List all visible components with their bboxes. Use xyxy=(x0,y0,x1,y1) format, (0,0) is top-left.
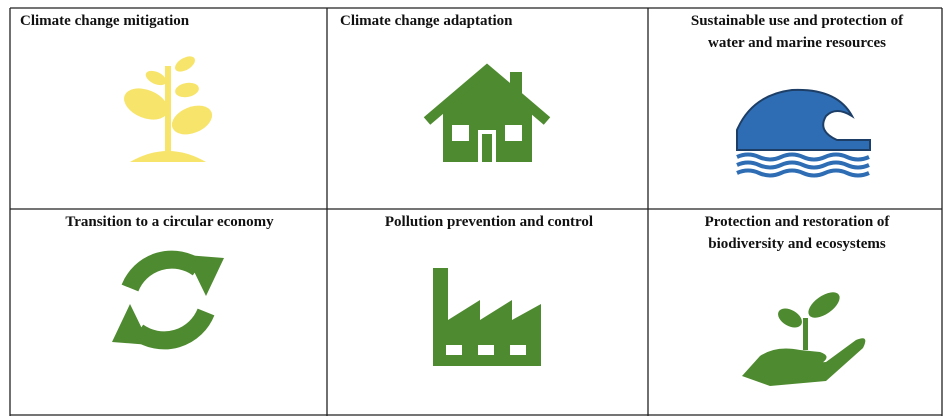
title-line: Protection and restoration of xyxy=(704,214,890,230)
title-line: Sustainable use and protection of xyxy=(690,13,904,29)
title-line: Transition to a circular economy xyxy=(65,214,274,230)
factory-icon xyxy=(433,268,541,366)
cell-title: Sustainable use and protection of water a… xyxy=(652,10,942,54)
cell-title: Transition to a circular economy xyxy=(12,211,327,233)
cell-title: Climate change mitigation xyxy=(20,10,320,32)
cell-title: Pollution prevention and control xyxy=(330,211,648,233)
plant-icon xyxy=(124,56,213,162)
hand-sprout-icon xyxy=(742,292,866,386)
wave-icon xyxy=(736,88,871,178)
title-line: Climate change mitigation xyxy=(20,13,190,29)
title-line: biodiversity and ecosystems xyxy=(708,236,886,252)
title-line: Pollution prevention and control xyxy=(384,214,594,230)
house-icon xyxy=(423,63,551,162)
recycle-icon xyxy=(112,250,224,350)
cell-title: Climate change adaptation xyxy=(340,10,640,32)
title-line: Climate change adaptation xyxy=(340,13,513,29)
table-grid xyxy=(9,7,943,416)
cell-title: Protection and restoration of biodiversit… xyxy=(652,211,942,255)
title-line: water and marine resources xyxy=(708,35,886,51)
